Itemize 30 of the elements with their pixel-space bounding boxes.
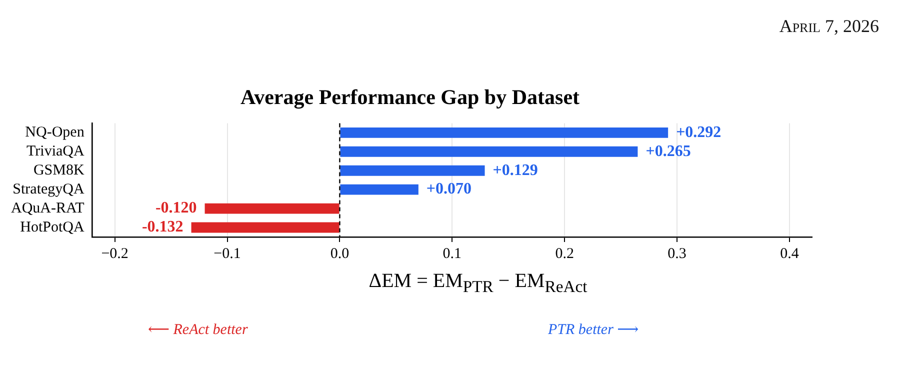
bar <box>340 146 638 157</box>
x-tick-label: −0.2 <box>101 246 128 262</box>
bar <box>340 127 668 138</box>
x-tick-label: 0.4 <box>780 246 800 262</box>
bar <box>340 184 418 195</box>
bar <box>191 222 340 233</box>
x-tick-label: 0.0 <box>330 246 350 262</box>
data-label: -0.120 <box>155 200 197 217</box>
y-tick-label: AQuA-RAT <box>10 200 84 216</box>
bar <box>340 165 485 176</box>
y-tick-label: NQ-Open <box>25 124 85 141</box>
y-tick-label: TriviaQA <box>26 144 84 160</box>
bar <box>204 203 340 214</box>
text: ⟵ ReAct better <box>148 321 248 339</box>
x-tick-label: 0.1 <box>442 246 462 262</box>
data-label: +0.292 <box>676 124 722 141</box>
data-label: +0.265 <box>646 142 691 160</box>
x-tick-label: 0.2 <box>555 246 574 262</box>
data-label: +0.070 <box>426 180 472 198</box>
text: April 7, 2026 <box>779 16 879 37</box>
x-tick-label: −0.1 <box>214 246 241 262</box>
chart-title: Average Performance Gap by Dataset <box>240 85 580 110</box>
x-tick-label: 0.3 <box>668 246 686 262</box>
data-label: +0.129 <box>492 162 538 179</box>
y-tick-label: HotPotQA <box>20 219 84 236</box>
text: PTR better ⟶ <box>548 321 639 339</box>
x-axis-title: ΔEM = EM$_{PTR}$ − EM$_{ReAct}$ <box>368 270 588 297</box>
data-label: -0.132 <box>142 218 184 236</box>
y-tick-label: StrategyQA <box>12 182 84 198</box>
y-tick-label: GSM8K <box>33 162 84 179</box>
